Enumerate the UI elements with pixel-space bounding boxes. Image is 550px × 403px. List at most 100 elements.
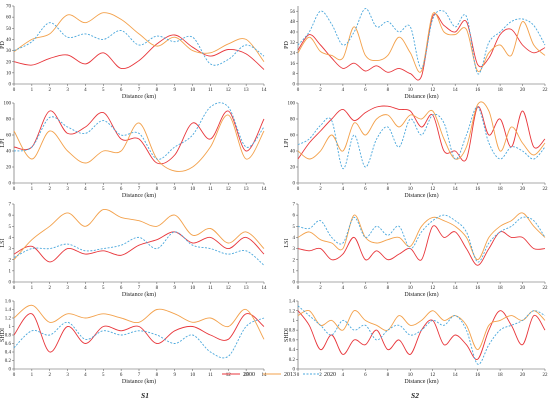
series-line-2000 xyxy=(13,110,265,165)
panel-s2-lpi: 0 20 40 60 80 100 0 2 4 6 8 10 12 14 16 18 20 22 Distance … xyxy=(284,101,549,199)
x-tick-label: 16 xyxy=(475,187,481,192)
x-tick-label: 12 xyxy=(226,187,232,192)
x-tick-label: 20 xyxy=(520,373,526,378)
x-tick-label: 10 xyxy=(190,187,196,192)
x-tick-label: 2 xyxy=(48,373,51,378)
x-tick-label: 1 xyxy=(31,373,34,378)
y-tick-label: 32 xyxy=(290,41,296,46)
x-tick-label: 5 xyxy=(102,88,105,93)
x-axis-label: Distance (km) xyxy=(122,192,156,199)
y-tick-label: 20 xyxy=(290,166,296,171)
x-tick-label: 5 xyxy=(102,187,105,192)
y-tick-label: 0 xyxy=(9,182,12,187)
y-tick-label: 100 xyxy=(4,102,12,107)
y-tick-label: 1 xyxy=(9,269,12,274)
x-tick-label: 14 xyxy=(262,286,268,291)
y-tick-label: 1 xyxy=(293,269,296,274)
series-line-2013 xyxy=(13,208,265,261)
x-tick-label: 6 xyxy=(120,88,123,93)
y-axis-label: LSI xyxy=(284,238,290,247)
x-axis-label: Distance (km) xyxy=(122,378,156,385)
legend-label-2013: 2013 xyxy=(284,372,296,378)
x-tick-label: 11 xyxy=(208,187,213,192)
y-tick-label: 0 xyxy=(293,83,296,88)
y-tick-label: 1 xyxy=(9,325,12,330)
series-line-2013 xyxy=(13,12,265,62)
x-tick-label: 16 xyxy=(475,88,481,93)
y-tick-label: 8 xyxy=(293,72,296,77)
x-tick-label: 2 xyxy=(48,88,51,93)
series-line-2013 xyxy=(297,212,546,261)
y-axis-label: LPI xyxy=(0,138,6,147)
x-tick-label: 10 xyxy=(408,373,414,378)
y-axis-label: PD xyxy=(0,40,6,48)
x-axis-label: Distance (km) xyxy=(404,291,438,298)
y-tick-label: 60 xyxy=(290,134,296,139)
y-tick-label: 40 xyxy=(290,31,296,36)
x-tick-label: 7 xyxy=(138,88,141,93)
series-line-2020 xyxy=(13,102,265,160)
panel-s1-shdi: 00.20.40.60.811.21.41.60 1 2 3 4 5 6 7 8 9 10 11 12 1… xyxy=(0,300,267,385)
x-tick-label: 7 xyxy=(138,286,141,291)
y-tick-label: 0.4 xyxy=(5,351,12,356)
x-tick-label: 1 xyxy=(31,286,34,291)
x-tick-label: 9 xyxy=(173,88,176,93)
y-tick-label: 3 xyxy=(9,247,12,252)
x-tick-label: 22 xyxy=(543,187,549,192)
series-line-2000 xyxy=(297,225,546,266)
x-tick-label: 0 xyxy=(13,88,16,93)
y-tick-label: 30 xyxy=(6,49,12,54)
y-tick-label: 0.8 xyxy=(289,329,296,334)
x-tick-label: 0 xyxy=(13,373,16,378)
series-line-2013 xyxy=(297,101,546,160)
legend: 2000 2013 2020 xyxy=(222,372,336,378)
x-tick-label: 3 xyxy=(66,286,69,291)
y-tick-label: 1.6 xyxy=(5,300,12,305)
y-tick-label: 1.2 xyxy=(289,309,296,314)
y-tick-label: 0.2 xyxy=(5,359,12,364)
y-tick-label: 24 xyxy=(290,51,296,56)
x-tick-label: 2 xyxy=(319,187,322,192)
x-tick-label: 4 xyxy=(342,373,345,378)
x-tick-label: 3 xyxy=(66,187,69,192)
x-tick-label: 13 xyxy=(244,373,250,378)
x-tick-label: 10 xyxy=(408,88,414,93)
legend-label-2020: 2020 xyxy=(324,372,336,378)
series-line-2020 xyxy=(297,8,546,75)
series-line-2000 xyxy=(297,105,546,162)
column-label-s1: S1 xyxy=(141,391,149,400)
x-tick-label: 8 xyxy=(387,88,390,93)
x-tick-label: 14 xyxy=(262,88,268,93)
x-tick-label: 1 xyxy=(31,88,34,93)
x-tick-label: 16 xyxy=(475,373,481,378)
x-tick-label: 18 xyxy=(498,88,504,93)
x-tick-label: 4 xyxy=(84,286,87,291)
y-tick-label: 0 xyxy=(9,83,12,88)
y-tick-label: 1.4 xyxy=(5,308,12,313)
y-tick-label: 1.4 xyxy=(289,300,296,305)
y-tick-label: 3 xyxy=(293,247,296,252)
series-line-2013 xyxy=(13,304,265,340)
x-tick-label: 9 xyxy=(173,187,176,192)
x-tick-label: 0 xyxy=(13,286,16,291)
series-line-2013 xyxy=(13,114,265,172)
series-line-2000 xyxy=(13,313,265,353)
panel-s2-shdi: 0 0.2 0.4 0.6 0.8 1 1.2 1.4 0 2 4 6 8 10 12 14 16 18 20 22 D… xyxy=(284,300,548,385)
x-tick-label: 8 xyxy=(387,373,390,378)
legend-label-2000: 2000 xyxy=(243,372,255,378)
x-tick-label: 22 xyxy=(543,373,549,378)
series-line-2020 xyxy=(13,317,265,359)
series-line-2020 xyxy=(297,305,546,365)
x-tick-label: 14 xyxy=(453,88,459,93)
x-tick-label: 4 xyxy=(342,286,345,291)
series-line-2000 xyxy=(297,13,546,81)
x-tick-label: 0 xyxy=(297,286,300,291)
y-tick-label: 2 xyxy=(9,258,12,263)
y-axis-label: LPI xyxy=(284,138,290,147)
x-tick-label: 12 xyxy=(226,373,232,378)
